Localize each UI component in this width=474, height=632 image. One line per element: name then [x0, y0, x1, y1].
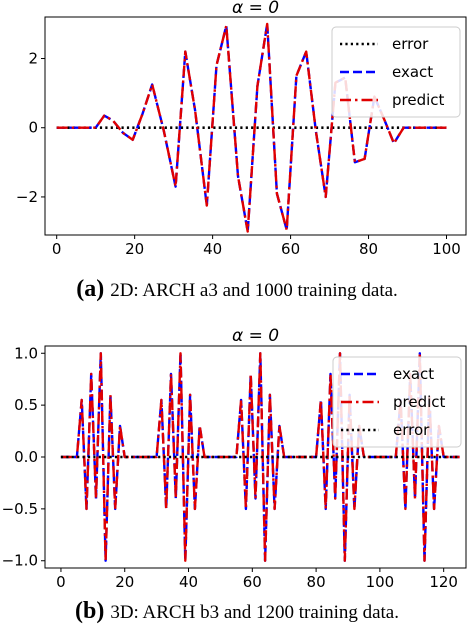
y-tick-label: 2 [28, 50, 38, 68]
y-tick-label: −0.5 [2, 500, 38, 518]
x-tick-label: 80 [359, 240, 378, 258]
series-line-predict [60, 352, 460, 562]
y-tick-label: 0.5 [14, 396, 38, 414]
chart-title: α = 0 [232, 0, 279, 18]
legend-label-predict: predict [392, 91, 445, 109]
x-tick-label: 60 [243, 573, 262, 591]
y-tick-label: −1.0 [2, 552, 38, 570]
chart-title: α = 0 [232, 326, 279, 346]
caption-a-letter: (a) [76, 276, 105, 302]
caption-a-text: 2D: ARCH a3 and 1000 training data. [110, 280, 398, 301]
legend-label-error: error [392, 35, 429, 53]
legend-label-predict: predict [393, 393, 446, 411]
x-tick-label: 0 [56, 573, 66, 591]
x-tick-label: 60 [281, 240, 300, 258]
y-tick-label: 0 [28, 119, 38, 137]
legend-box [332, 356, 462, 448]
legend-label-exact: exact [392, 63, 433, 81]
series-line-predict [56, 22, 447, 233]
x-tick-label: 100 [366, 573, 395, 591]
chart-panel-b: α = 0 0 20 40 60 80 100 120 −1.0 −0.5 0.0 0.5 1.0 exa… [2, 326, 467, 591]
x-tick-label: 40 [179, 573, 198, 591]
legend-box [331, 26, 461, 118]
caption-b-letter: (b) [74, 598, 105, 624]
x-tick-label: 80 [307, 573, 326, 591]
axes-frame [44, 16, 467, 236]
x-tick-label: 20 [125, 240, 144, 258]
y-tick-label: 1.0 [14, 344, 38, 362]
x-tick-label: 120 [429, 573, 458, 591]
x-tick-label: 100 [432, 240, 461, 258]
x-tick-label: 40 [203, 240, 222, 258]
legend-label-error: error [393, 421, 430, 439]
caption-b: (b) 3D: ARCH b3 and 1200 training data. [0, 598, 474, 625]
chart-panel-a: α = 0 0 20 40 60 80 100 −2 0 2 error exact predict [16, 0, 467, 258]
y-tick-label: −2 [16, 188, 38, 206]
caption-a: (a) 2D: ARCH a3 and 1000 training data. [0, 276, 474, 303]
y-tick-label: 0.0 [14, 448, 38, 466]
caption-b-text: 3D: ARCH b3 and 1200 training data. [110, 602, 399, 623]
x-tick-label: 0 [52, 240, 62, 258]
legend-label-exact: exact [393, 365, 434, 383]
x-tick-label: 20 [115, 573, 134, 591]
